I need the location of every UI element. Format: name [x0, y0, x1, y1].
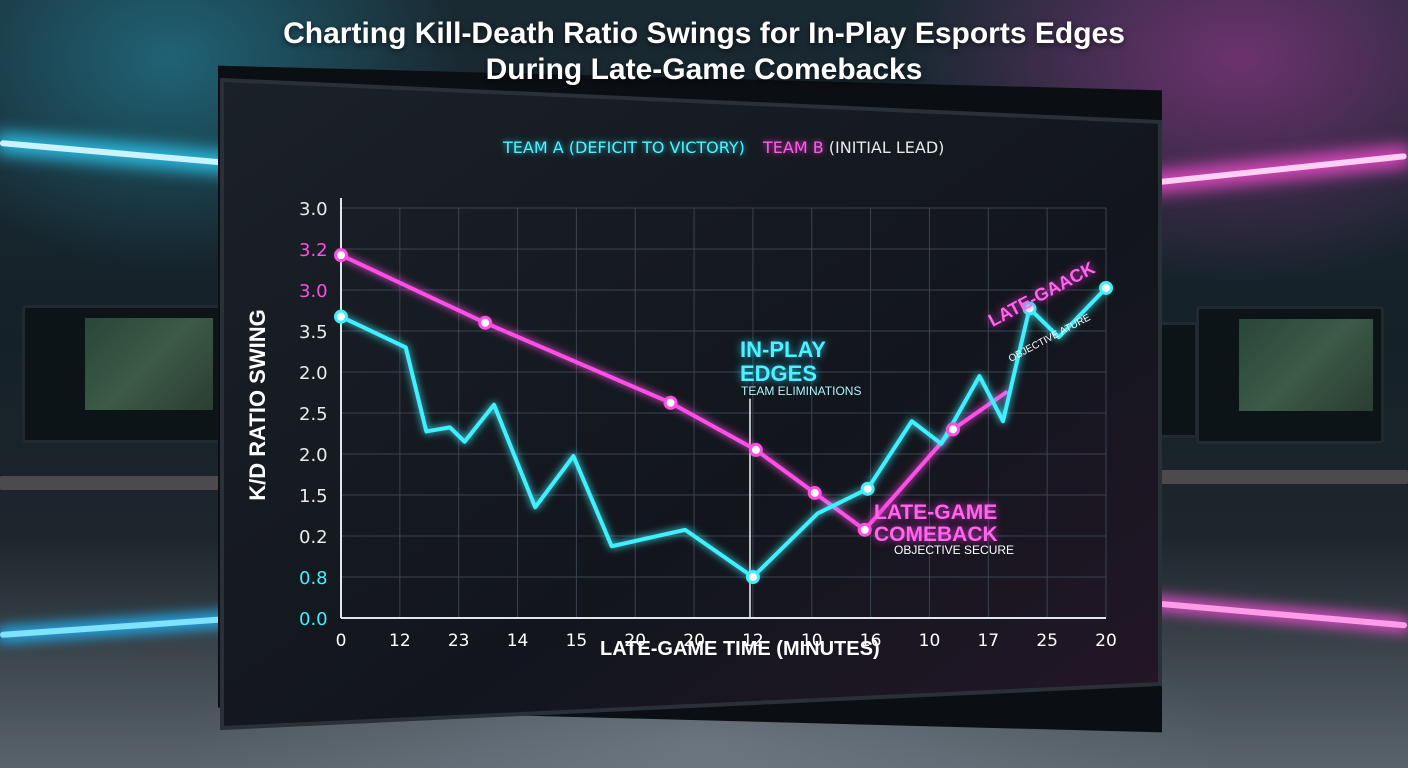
- y-tick-label: 0.2: [299, 527, 328, 548]
- x-axis-title: LATE-GAME TIME (MINUTES): [600, 638, 880, 660]
- y-tick-label: 2.5: [299, 404, 328, 425]
- axes: [340, 198, 1106, 619]
- y-tick-label: 0.0: [299, 609, 328, 630]
- legend-team-b: TEAM B (INITIAL LEAD): [763, 138, 944, 157]
- x-tick-label: 10: [919, 631, 941, 651]
- x-tick-label: 12: [389, 631, 411, 651]
- y-tick-label: 3.5: [299, 322, 328, 343]
- x-tick-label: 17: [977, 631, 999, 651]
- team-b-data-point: [748, 442, 763, 457]
- x-tick-label: 15: [566, 631, 588, 651]
- x-tick-label: 12: [742, 631, 764, 651]
- background-monitor: [22, 305, 224, 443]
- y-tick-label: 2.0: [299, 363, 328, 384]
- annotation-late-game-comeback: LATE-GAME COMEBACK: [874, 501, 998, 546]
- x-tick-label: 10: [801, 631, 823, 651]
- team-b-data-point: [807, 485, 822, 500]
- legend-team-a: TEAM A (DEFICIT TO VICTORY): [503, 138, 745, 157]
- x-tick-label: 20: [624, 631, 646, 651]
- team-b-data-point: [663, 395, 678, 410]
- page-title: Charting Kill-Death Ratio Swings for In-…: [0, 16, 1408, 88]
- display-panel: [220, 77, 1162, 731]
- y-tick-label: 0.8: [299, 568, 328, 589]
- x-tick-label: 14: [507, 631, 529, 651]
- y-tick-label: 3.0: [299, 199, 328, 220]
- background-monitor: [1196, 306, 1384, 444]
- y-axis-title: K/D RATIO SWING: [245, 309, 270, 501]
- x-tick-label: 16: [860, 631, 882, 651]
- legend-team-b-suffix: (INITIAL LEAD): [823, 138, 945, 157]
- y-tick-label: 2.0: [299, 445, 328, 466]
- team-b-data-point: [334, 248, 348, 263]
- y-tick-label: 1.5: [299, 486, 328, 507]
- team-a-data-point: [860, 481, 875, 496]
- x-tick-label: 0: [336, 631, 347, 651]
- x-tick-label: 23: [448, 631, 470, 651]
- tick-labels: 0.0 0.8 0.2 1.5 2.0 2.5 2.0 3.5 3.0 3.2 3.0 0 12 23 14…: [299, 199, 1117, 651]
- team-b-series-line: [339, 253, 1008, 532]
- background-desk: [0, 476, 225, 490]
- annotation-in-play-edges: IN-PLAY EDGES: [740, 337, 826, 386]
- x-tick-label: 25: [1036, 631, 1058, 651]
- team-a-data-point: [745, 570, 760, 584]
- x-tick-label: 20: [683, 631, 705, 651]
- y-tick-label: 3.2: [299, 240, 328, 261]
- team-a-series-line: [339, 285, 1108, 579]
- team-b-data-point: [857, 522, 872, 537]
- title-line-1: Charting Kill-Death Ratio Swings for In-…: [283, 17, 1125, 50]
- x-tick-label: 20: [1095, 631, 1117, 651]
- team-a-data-point: [1022, 301, 1037, 316]
- title-line-2: During Late-Game Comebacks: [485, 53, 923, 86]
- team-a-data-point: [334, 309, 348, 324]
- series: [334, 248, 1113, 618]
- background-desk: [1160, 470, 1408, 484]
- team-b-data-point: [478, 315, 493, 330]
- team-a-data-point: [1099, 280, 1113, 295]
- y-tick-label: 3.0: [299, 281, 328, 302]
- annotation-late-game-comeback-subtitle: OBJECTIVE SECURE: [894, 543, 1015, 557]
- team-b-data-point: [946, 422, 960, 437]
- legend-team-b-label: TEAM B: [763, 138, 824, 157]
- annotation-in-play-edges-subtitle: TEAM ELIMINATIONS: [741, 384, 862, 398]
